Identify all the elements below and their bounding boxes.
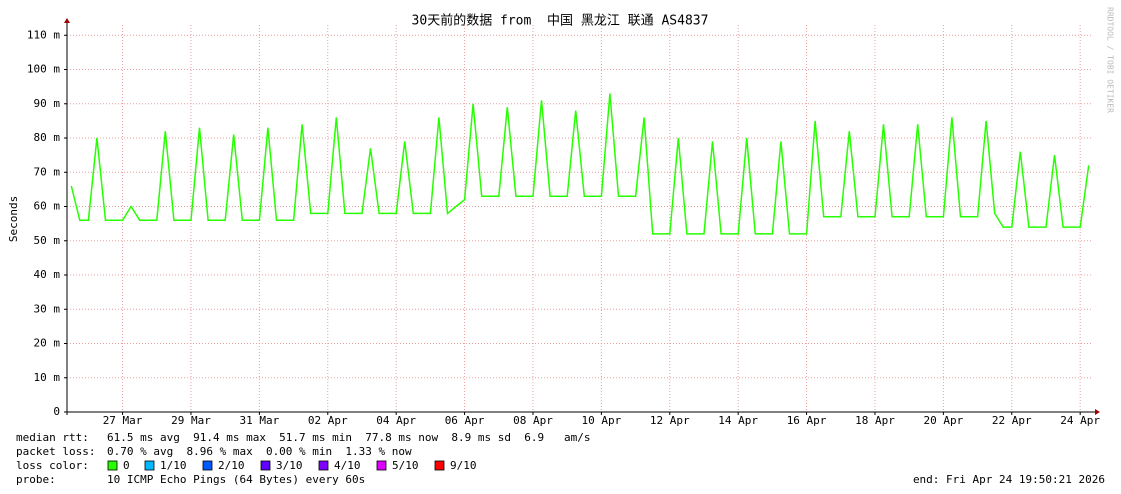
legend-swatch bbox=[144, 460, 155, 471]
end-time: end: Fri Apr 24 19:50:21 2026 bbox=[913, 473, 1105, 486]
y-tick-label: 30 m bbox=[34, 302, 61, 315]
legend-entry: 0 bbox=[123, 459, 130, 472]
rtt-line bbox=[70, 93, 1090, 235]
chart-title: 30天前的数据 from 中国 黑龙江 联通 AS4837 bbox=[412, 13, 709, 29]
axis-arrow bbox=[1095, 409, 1100, 415]
x-tick-label: 02 Apr bbox=[308, 414, 348, 427]
y-tick-label: 70 m bbox=[34, 165, 61, 178]
y-tick-label: 60 m bbox=[34, 200, 61, 213]
y-tick-label: 0 bbox=[53, 405, 60, 418]
legend-label: median rtt: bbox=[16, 431, 89, 444]
y-tick-label: 90 m bbox=[34, 97, 61, 110]
x-tick-label: 29 Mar bbox=[171, 414, 211, 427]
legend-entry: 3/10 bbox=[276, 459, 303, 472]
y-tick-label: 100 m bbox=[27, 63, 60, 76]
x-tick-label: 20 Apr bbox=[924, 414, 964, 427]
x-tick-label: 27 Mar bbox=[103, 414, 143, 427]
x-tick-label: 14 Apr bbox=[718, 414, 758, 427]
x-tick-label: 22 Apr bbox=[992, 414, 1032, 427]
y-tick-label: 80 m bbox=[34, 131, 61, 144]
legend-entry: 1/10 bbox=[160, 459, 187, 472]
legend-swatch bbox=[376, 460, 387, 471]
axis-arrow bbox=[64, 18, 70, 23]
x-tick-label: 24 Apr bbox=[1060, 414, 1100, 427]
x-tick-label: 10 Apr bbox=[582, 414, 622, 427]
legend-swatch bbox=[260, 460, 271, 471]
x-tick-label: 16 Apr bbox=[787, 414, 827, 427]
x-tick-label: 31 Mar bbox=[240, 414, 280, 427]
watermark: RRDTOOL / TOBI OETIKER bbox=[1106, 7, 1115, 113]
y-tick-label: 20 m bbox=[34, 337, 61, 350]
legend-swatch bbox=[107, 460, 118, 471]
legend-swatch bbox=[202, 460, 213, 471]
legend-label: probe: bbox=[16, 473, 56, 486]
y-axis-label: Seconds bbox=[7, 196, 20, 242]
legend-text: 0.70 % avg 8.96 % max 0.00 % min 1.33 % … bbox=[107, 445, 412, 458]
legend-entry: 4/10 bbox=[334, 459, 361, 472]
legend-text: 10 ICMP Echo Pings (64 Bytes) every 60s bbox=[107, 473, 365, 486]
legend-label: packet loss: bbox=[16, 445, 95, 458]
y-tick-label: 50 m bbox=[34, 234, 61, 247]
legend-text: 61.5 ms avg 91.4 ms max 51.7 ms min 77.8… bbox=[107, 431, 590, 444]
x-tick-label: 06 Apr bbox=[445, 414, 485, 427]
x-tick-label: 12 Apr bbox=[650, 414, 690, 427]
legend-swatch bbox=[434, 460, 445, 471]
x-tick-label: 04 Apr bbox=[376, 414, 416, 427]
legend-entry: 9/10 bbox=[450, 459, 477, 472]
x-tick-label: 18 Apr bbox=[855, 414, 895, 427]
legend-entry: 2/10 bbox=[218, 459, 245, 472]
legend-entry: 5/10 bbox=[392, 459, 419, 472]
x-tick-label: 08 Apr bbox=[513, 414, 553, 427]
y-tick-label: 40 m bbox=[34, 268, 61, 281]
legend-label: loss color: bbox=[16, 459, 89, 472]
y-tick-label: 110 m bbox=[27, 28, 60, 41]
y-tick-label: 10 m bbox=[34, 371, 61, 384]
legend-swatch bbox=[318, 460, 329, 471]
